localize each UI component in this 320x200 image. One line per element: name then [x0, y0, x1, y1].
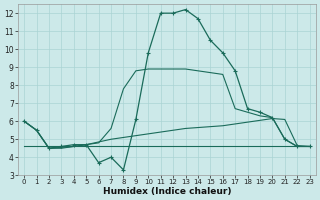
X-axis label: Humidex (Indice chaleur): Humidex (Indice chaleur) [103, 187, 231, 196]
